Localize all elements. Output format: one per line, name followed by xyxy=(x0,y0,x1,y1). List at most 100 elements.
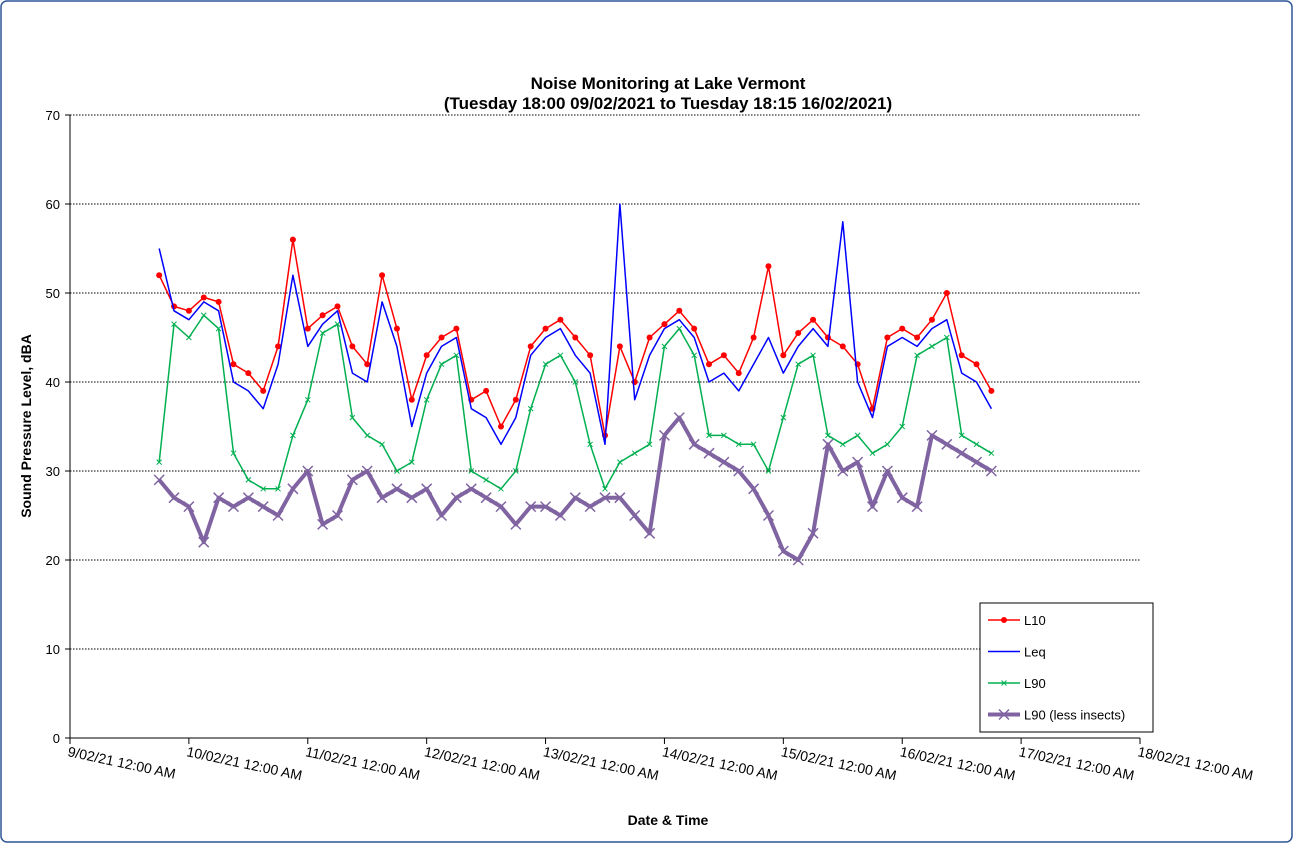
marker xyxy=(884,334,891,341)
marker xyxy=(453,352,460,359)
marker xyxy=(587,441,593,448)
legend-label: L90 xyxy=(1024,676,1046,691)
marker xyxy=(572,334,579,341)
series xyxy=(158,203,993,446)
marker xyxy=(465,483,477,495)
marker xyxy=(512,468,519,474)
marker xyxy=(869,450,876,457)
marker xyxy=(257,501,269,513)
marker xyxy=(661,321,668,328)
marker xyxy=(854,432,861,439)
legend-label: L10 xyxy=(1024,613,1046,628)
marker xyxy=(795,330,802,337)
legend-marker xyxy=(1001,680,1007,686)
marker xyxy=(569,492,581,504)
marker xyxy=(215,325,222,332)
marker xyxy=(928,316,935,323)
marker xyxy=(899,423,906,430)
marker xyxy=(943,290,950,296)
marker xyxy=(406,492,418,504)
y-axis-label: Sound Pressure Level, dBA xyxy=(18,334,34,518)
marker xyxy=(554,509,566,522)
marker xyxy=(393,325,400,332)
marker xyxy=(762,509,775,522)
marker xyxy=(780,352,787,359)
legend-label: Leq xyxy=(1024,645,1046,660)
marker xyxy=(733,465,745,477)
marker xyxy=(899,325,906,332)
marker xyxy=(331,509,344,522)
marker xyxy=(943,334,950,341)
marker xyxy=(290,432,296,439)
y-tick-label: 50 xyxy=(46,286,60,301)
marker xyxy=(421,483,433,495)
marker xyxy=(825,432,831,439)
marker xyxy=(319,312,326,319)
marker xyxy=(914,334,921,341)
marker xyxy=(616,343,623,350)
marker xyxy=(379,272,386,279)
marker xyxy=(245,370,252,377)
marker xyxy=(391,483,403,495)
marker xyxy=(510,518,522,530)
marker xyxy=(153,474,165,486)
marker xyxy=(215,298,222,305)
marker xyxy=(498,485,504,492)
marker xyxy=(408,459,415,465)
marker xyxy=(156,459,163,465)
marker xyxy=(777,545,789,557)
marker xyxy=(349,343,356,350)
marker xyxy=(572,379,579,385)
marker xyxy=(334,321,341,328)
legend-label: L90 (less insects) xyxy=(1024,708,1125,723)
marker xyxy=(587,352,594,359)
marker xyxy=(171,321,177,328)
marker xyxy=(319,330,326,336)
marker xyxy=(985,465,997,477)
marker xyxy=(497,423,504,430)
marker xyxy=(810,316,817,323)
marker xyxy=(795,361,802,368)
marker xyxy=(557,316,564,323)
marker xyxy=(272,509,284,522)
y-tick-label: 60 xyxy=(46,197,60,212)
marker xyxy=(629,509,641,522)
marker xyxy=(839,343,846,350)
marker xyxy=(706,432,712,439)
marker xyxy=(691,352,698,359)
marker xyxy=(364,361,371,368)
marker xyxy=(346,474,358,486)
marker xyxy=(542,361,549,368)
marker xyxy=(317,518,329,530)
marker xyxy=(884,441,891,448)
marker xyxy=(676,307,683,314)
marker xyxy=(468,468,475,474)
y-tick-label: 0 xyxy=(53,731,60,746)
marker xyxy=(557,352,564,359)
marker xyxy=(198,536,210,548)
marker xyxy=(438,361,445,368)
marker xyxy=(941,438,953,450)
chart-title: Noise Monitoring at Lake Vermont xyxy=(531,74,806,93)
marker xyxy=(302,465,314,477)
marker xyxy=(168,492,180,504)
legend-marker xyxy=(998,708,1010,721)
marker xyxy=(824,334,831,341)
marker xyxy=(676,325,683,332)
marker xyxy=(988,387,995,394)
marker xyxy=(287,483,299,495)
marker xyxy=(495,501,507,513)
y-tick-label: 70 xyxy=(46,108,60,123)
marker xyxy=(839,441,846,448)
marker xyxy=(631,450,638,457)
marker xyxy=(361,465,373,477)
marker xyxy=(200,294,207,301)
marker xyxy=(423,396,430,403)
marker xyxy=(973,441,980,448)
marker xyxy=(748,483,760,495)
marker xyxy=(914,352,920,359)
marker xyxy=(956,447,968,459)
marker xyxy=(394,468,400,474)
marker xyxy=(911,501,923,513)
